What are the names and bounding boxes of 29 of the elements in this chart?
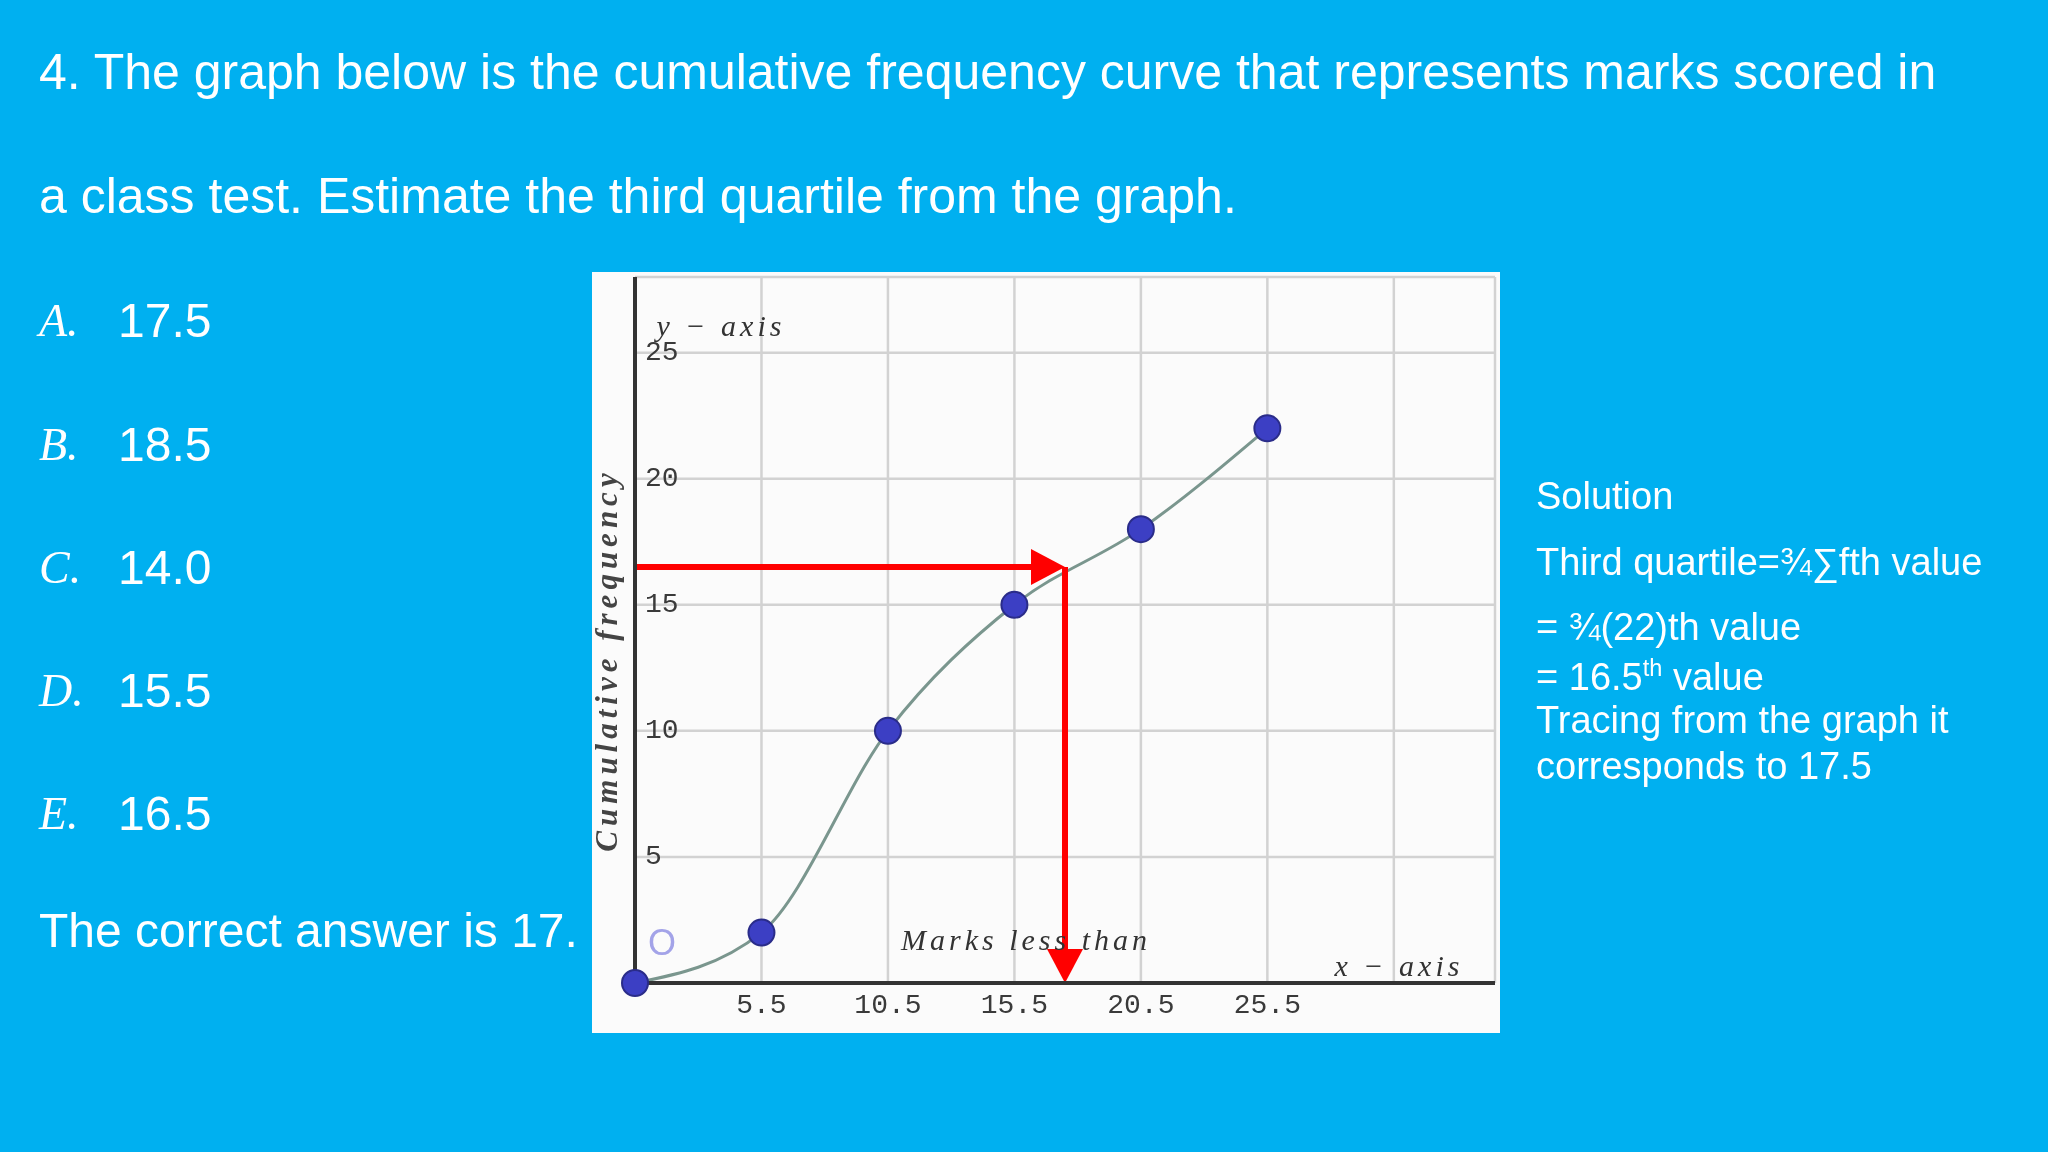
y-axis-title: Cumulative frequency: [589, 468, 624, 852]
text: = 16.5$^{th}$ value: [1536, 654, 1764, 700]
y-tick-label: 15: [645, 589, 679, 621]
x-tick-label: 15.5: [980, 989, 1049, 1021]
point: [873, 716, 902, 745]
text: Tracing from the graph it corresponds to 17.5: [1536, 698, 1950, 789]
point: [1253, 414, 1282, 443]
chart-title: 4. The graph below is the cumulative frequency curve that represents marks scored in a class test. Estimate the third quartile from the graph.: [39, 44, 1937, 224]
text: = ¾(22)th value: [1536, 605, 1802, 650]
text: C. 14.0: [39, 540, 212, 596]
x-tick-label: 20.5: [1107, 989, 1175, 1021]
point: [1000, 590, 1029, 619]
annotation: O: [647, 922, 677, 963]
point: [747, 918, 776, 947]
x-tick-label: 5.5: [736, 989, 787, 1021]
text: The correct answer is 17.: [39, 903, 578, 959]
point: [621, 969, 649, 997]
text: D. 15.5: [39, 663, 212, 719]
text: B. 18.5: [39, 417, 212, 473]
y-tick-label: 20: [645, 463, 679, 495]
point: [1126, 515, 1155, 544]
x-tick-label: 25.5: [1233, 989, 1301, 1021]
text: E. 16.5: [39, 786, 212, 842]
text: Third quartile=¾∑fth value: [1536, 540, 1983, 585]
x-tick-label: 10.5: [854, 989, 922, 1021]
y-tick-label: 5: [645, 841, 662, 873]
annotation: x − axis: [1334, 949, 1464, 983]
text: Solution: [1536, 474, 1674, 519]
y-tick-label: 10: [645, 715, 679, 747]
